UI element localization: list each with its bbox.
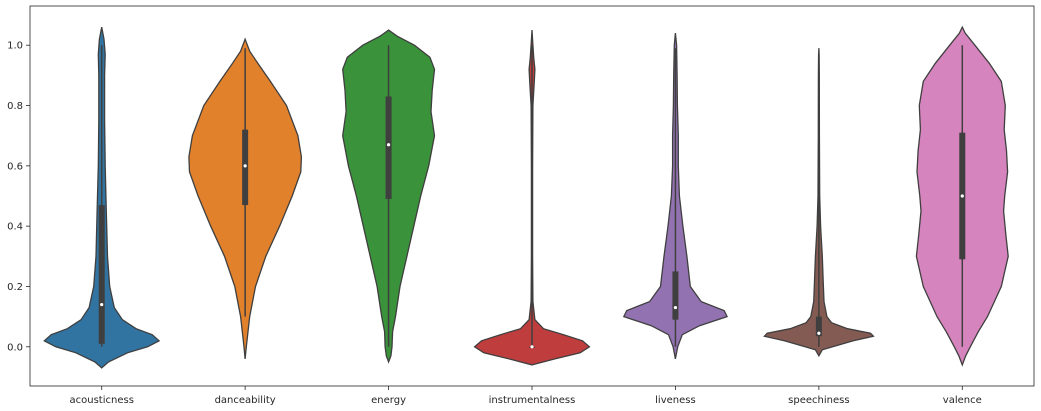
y-tick-label: 0.4	[7, 222, 23, 233]
y-tick-label: 0.0	[7, 342, 23, 353]
y-tick-label: 0.2	[7, 282, 23, 293]
plot-frame	[29, 5, 1035, 387]
iqr-box	[98, 205, 105, 344]
y-tick-label: 0.6	[7, 161, 23, 172]
x-tick-label: valence	[943, 395, 982, 406]
x-axis: acousticness danceability energy instrument…	[70, 386, 982, 406]
x-tick-label: speechiness	[788, 395, 849, 406]
violin-acousticness	[43, 26, 161, 369]
violin-valence	[915, 25, 1009, 367]
violins-group	[43, 25, 1009, 369]
median-marker	[960, 194, 964, 198]
median-marker	[386, 143, 391, 147]
violin-energy	[342, 29, 436, 364]
median-marker	[243, 164, 247, 168]
violin-speechiness	[763, 48, 875, 358]
violin-instrumentalness	[473, 30, 591, 366]
violin-liveness	[622, 33, 729, 360]
x-tick-label: danceability	[215, 395, 276, 406]
y-tick-label: 1.0	[7, 41, 23, 52]
median-marker	[673, 305, 678, 310]
violin-danceability	[188, 37, 303, 359]
median-marker	[530, 345, 534, 349]
x-tick-label: energy	[371, 395, 406, 406]
x-tick-label: liveness	[655, 395, 696, 406]
x-tick-label: instrumentalness	[489, 395, 576, 406]
median-marker	[817, 331, 821, 335]
iqr-box	[672, 271, 679, 320]
x-tick-label: acousticness	[70, 395, 134, 406]
y-axis: 0.0 0.2 0.4 0.6 0.8 1.0	[7, 41, 30, 353]
median-marker	[100, 302, 104, 307]
iqr-box	[385, 96, 392, 200]
iqr-box	[815, 316, 822, 337]
y-tick-label: 0.8	[7, 101, 23, 112]
